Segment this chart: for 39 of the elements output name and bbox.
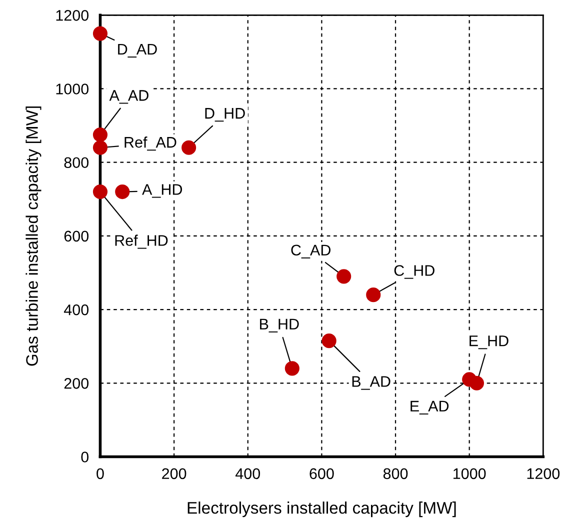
y-tick-label: 1200 [56, 10, 89, 21]
annotation: B_HD [260, 318, 299, 332]
x-tick-label: 1000 [454, 468, 486, 480]
point [336, 269, 352, 284]
annotation: D_HD [205, 108, 245, 122]
x-tick-label: 400 [235, 468, 260, 480]
x-tick-label: 0 [96, 468, 104, 480]
x-tick-label: 1200 [527, 468, 560, 480]
x-axis-title: Electrolysers installed capacity [MW] [188, 502, 456, 518]
y-tick-label: 200 [64, 378, 89, 389]
annotation: C_AD [291, 244, 330, 258]
x-tick-label: 800 [383, 468, 408, 480]
y-tick-label: 1000 [56, 84, 89, 94]
point [92, 184, 108, 200]
annotation: Ref_HD [115, 234, 168, 249]
annotation: E_AD [410, 400, 449, 414]
annotation: Ref_AD [124, 136, 176, 151]
point [115, 184, 130, 200]
y-tick-label: 0 [81, 452, 89, 462]
x-tick-label: 200 [162, 468, 186, 480]
y-tick-label: 800 [64, 157, 89, 168]
y-tick-label: 600 [64, 230, 89, 242]
y-tick-label: 400 [64, 304, 89, 316]
annotation: A_AD [109, 90, 148, 104]
x-tick-label: 600 [310, 468, 334, 480]
point [92, 140, 108, 155]
point [92, 26, 108, 41]
annotation: B_AD [352, 376, 390, 390]
point [366, 288, 381, 302]
annotation: A_HD [142, 184, 182, 198]
point [284, 361, 300, 376]
point [469, 376, 484, 390]
annotation: C_HD [394, 265, 434, 279]
point [322, 334, 336, 348]
point [92, 127, 108, 142]
annotation: E_HD [470, 336, 508, 350]
y-axis-title: Gas turbine installed capacity [MW] [26, 106, 42, 366]
annotation: D_AD [118, 44, 157, 58]
point [182, 140, 196, 155]
